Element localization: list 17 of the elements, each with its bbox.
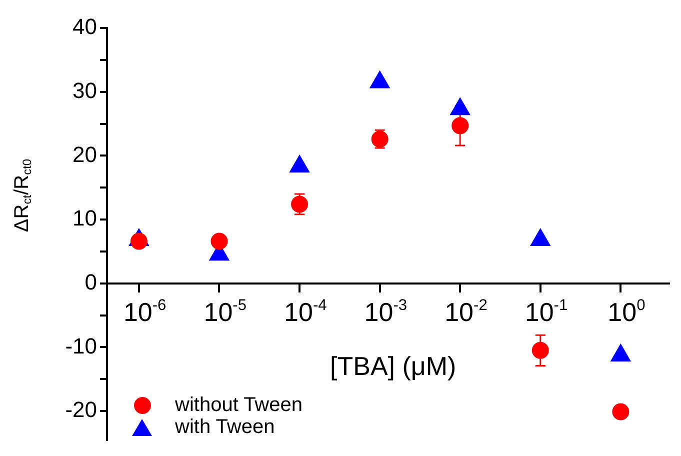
legend-label: without Tween <box>175 394 302 416</box>
y-tick-label: 20 <box>72 142 97 167</box>
x-axis-title: [TBA] (μM) <box>330 351 456 382</box>
y-tick-label: -20 <box>65 397 97 422</box>
x-tick-label: 10$^{-5}$ <box>204 297 247 328</box>
x-tick-label: 10$^{-1}$ <box>524 297 568 328</box>
x-tick-label: 10$^{-3}$ <box>364 297 408 328</box>
x-tick-label: 10$^{-4}$ <box>284 297 327 328</box>
x-tick-label: 10$^{-2}$ <box>444 297 488 328</box>
y-tick-label: -10 <box>65 333 97 358</box>
y-tick-label: 30 <box>72 78 97 103</box>
x-tick-label: 10$^{-6}$ <box>123 297 166 328</box>
x-tick-label: 10$^{0}$ <box>608 297 646 328</box>
legend-label: with Tween <box>175 416 275 438</box>
y-tick-label: 40 <box>72 14 97 40</box>
y-tick-label: 0 <box>84 269 97 294</box>
y-tick-label: 10 <box>72 206 97 231</box>
